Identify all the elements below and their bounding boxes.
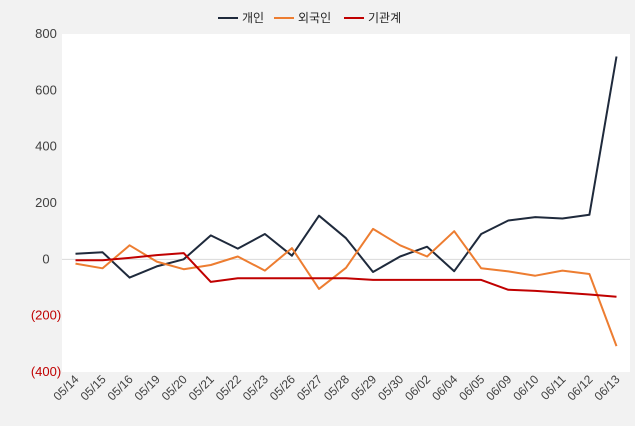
x-tick-label: 06/12 bbox=[564, 372, 595, 403]
x-tick-label: 05/30 bbox=[375, 372, 406, 403]
plot-area bbox=[62, 34, 630, 372]
x-tick-label: 06/04 bbox=[429, 372, 460, 403]
series-line bbox=[75, 252, 617, 298]
x-tick-label: 06/09 bbox=[483, 372, 514, 403]
x-tick-label: 05/29 bbox=[348, 372, 379, 403]
x-tick-label: 05/20 bbox=[159, 372, 190, 403]
x-tick-label: 06/02 bbox=[402, 372, 433, 403]
x-tick-label: 05/21 bbox=[186, 372, 217, 403]
y-tick-label: (200) bbox=[31, 308, 61, 323]
x-tick-label: 05/15 bbox=[78, 372, 109, 403]
y-tick-label: 0 bbox=[42, 251, 49, 266]
y-tick-label: 200 bbox=[35, 195, 57, 210]
x-tick-label: 05/16 bbox=[105, 372, 136, 403]
series-lines bbox=[75, 56, 618, 347]
x-tick-label: 05/27 bbox=[294, 372, 325, 403]
x-tick-label: 06/13 bbox=[591, 372, 622, 403]
x-tick-label: 05/26 bbox=[267, 372, 298, 403]
x-tick-label: 06/11 bbox=[538, 372, 569, 403]
legend-label: 외국인 bbox=[298, 11, 331, 25]
x-tick-label: 05/23 bbox=[240, 372, 271, 403]
x-tick-label: 05/28 bbox=[321, 372, 352, 403]
legend-label: 기관계 bbox=[368, 11, 401, 25]
y-axis: 800 600 400 200 0 (200) (400) bbox=[31, 26, 61, 379]
legend: 개인 외국인 기관계 bbox=[218, 11, 401, 25]
x-tick-label: 06/10 bbox=[510, 372, 541, 403]
x-tick-label: 05/22 bbox=[213, 372, 244, 403]
y-tick-label: (400) bbox=[31, 364, 61, 379]
y-tick-label: 400 bbox=[35, 139, 57, 154]
x-tick-label: 06/05 bbox=[456, 372, 487, 403]
x-tick-label: 05/19 bbox=[132, 372, 163, 403]
series-line bbox=[75, 227, 618, 347]
x-axis: 05/1405/1505/1605/1905/2005/2105/2205/23… bbox=[51, 372, 623, 403]
y-tick-label: 800 bbox=[35, 26, 57, 41]
legend-label: 개인 bbox=[242, 11, 264, 25]
y-tick-label: 600 bbox=[35, 82, 57, 97]
